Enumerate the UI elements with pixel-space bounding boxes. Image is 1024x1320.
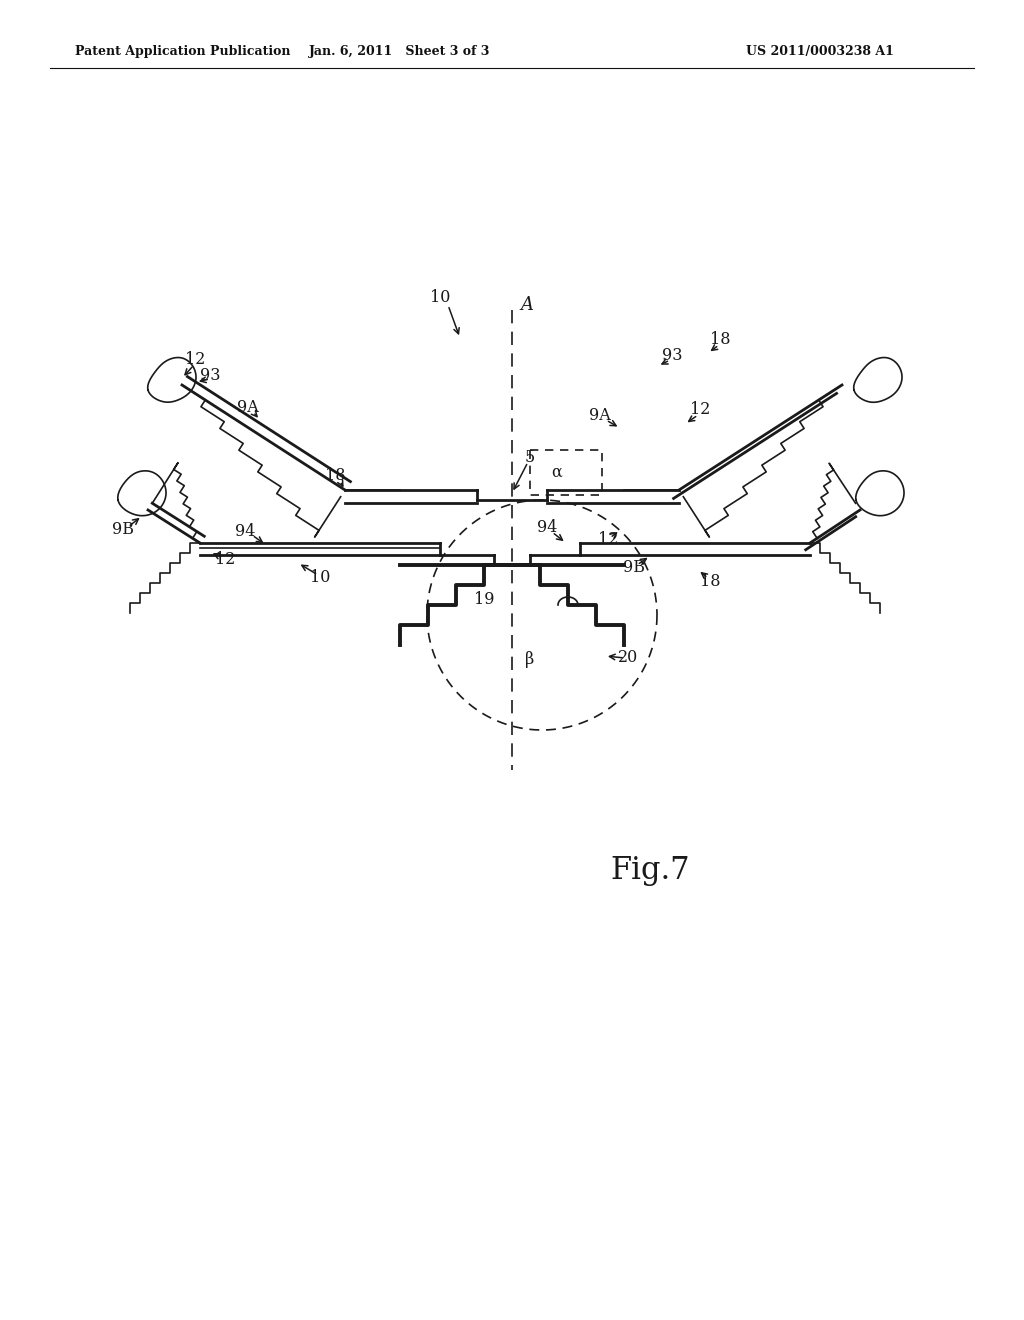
Text: 9B: 9B [112,521,134,539]
Text: 18: 18 [710,331,730,348]
Text: Jan. 6, 2011   Sheet 3 of 3: Jan. 6, 2011 Sheet 3 of 3 [309,45,490,58]
Text: US 2011/0003238 A1: US 2011/0003238 A1 [746,45,894,58]
Text: 9A: 9A [589,408,611,425]
Text: 12: 12 [598,532,618,549]
Text: 94: 94 [234,524,255,540]
Text: 12: 12 [690,401,711,418]
Text: 5: 5 [525,450,536,466]
Text: 20: 20 [617,649,638,667]
Text: A: A [520,296,534,314]
Text: 9B: 9B [623,560,645,577]
Text: 18: 18 [699,573,720,590]
Text: 9A: 9A [238,400,259,417]
Text: 94: 94 [537,520,557,536]
Text: α: α [552,463,562,480]
Text: 12: 12 [184,351,205,368]
Text: Fig.7: Fig.7 [610,854,690,886]
Text: 18: 18 [325,467,345,484]
Text: β: β [525,652,535,668]
Text: 12: 12 [215,552,236,569]
Text: 19: 19 [474,591,495,609]
Text: 10: 10 [310,569,330,586]
Text: Patent Application Publication: Patent Application Publication [75,45,291,58]
Text: 93: 93 [200,367,220,384]
Text: 10: 10 [430,289,451,306]
Text: 93: 93 [662,346,682,363]
